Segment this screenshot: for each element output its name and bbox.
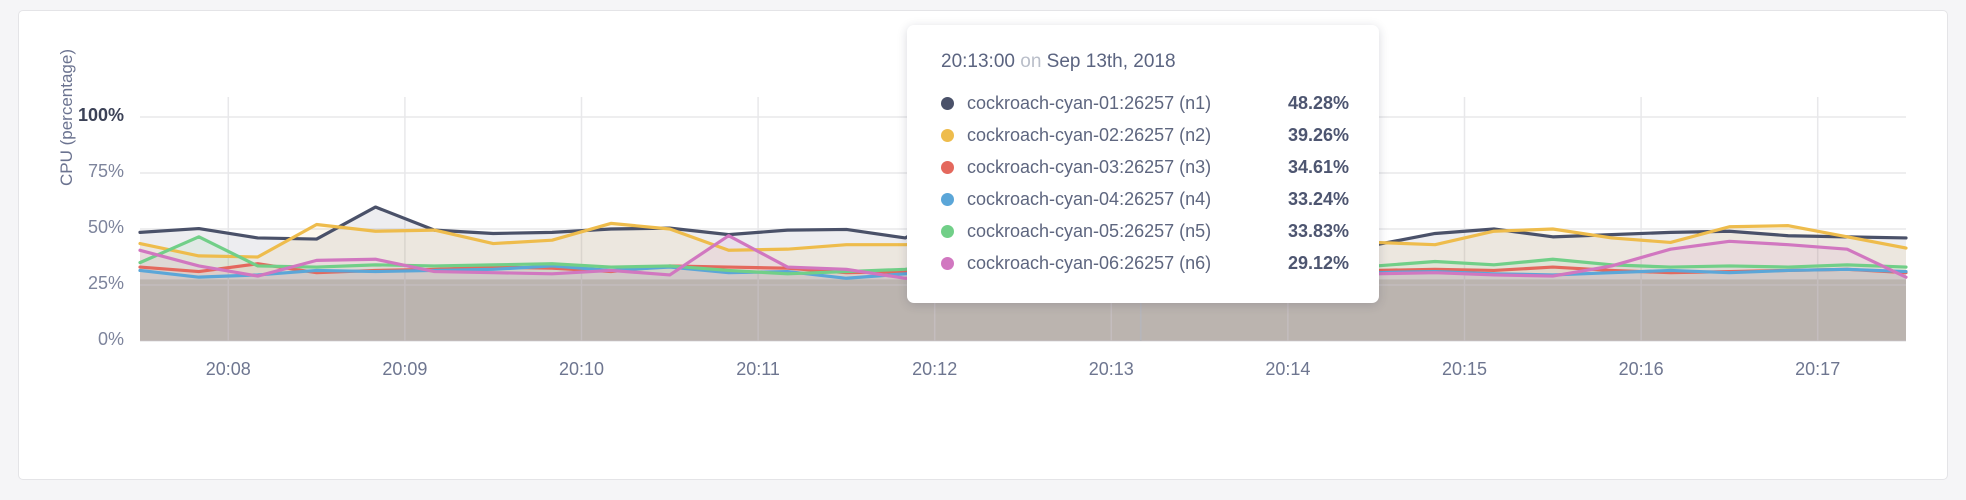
- tooltip-row: cockroach-cyan-02:26257 (n2) 39.26%: [941, 119, 1349, 151]
- tooltip-series-label: cockroach-cyan-04:26257 (n4): [967, 188, 1212, 209]
- x-axis-tick-label: 20:14: [1265, 359, 1311, 379]
- x-axis-tick-label: 20:09: [382, 359, 428, 379]
- x-axis-tick-label: 20:11: [736, 359, 780, 379]
- tooltip-series-list: cockroach-cyan-01:26257 (n1) 48.28% cockro…: [941, 87, 1349, 279]
- tooltip-series-label: cockroach-cyan-01:26257 (n1): [967, 92, 1212, 113]
- series-color-dot-icon: [941, 224, 954, 238]
- tooltip-series-value: 48.28%: [1287, 92, 1349, 113]
- tooltip-series-value: 34.61%: [1287, 156, 1349, 177]
- y-axis-tick-label: 75%: [87, 161, 124, 181]
- x-axis-tick-label: 20:15: [1441, 359, 1488, 379]
- tooltip-series-value: 39.26%: [1287, 124, 1349, 145]
- x-axis-tick-label: 20:12: [912, 359, 958, 379]
- series-color-dot-icon: [941, 192, 954, 206]
- tooltip-row: cockroach-cyan-05:26257 (n5) 33.83%: [941, 215, 1349, 247]
- tooltip-series-label: cockroach-cyan-06:26257 (n6): [967, 252, 1212, 273]
- series-color-dot-icon: [941, 256, 954, 270]
- tooltip-series-value: 33.24%: [1287, 188, 1349, 209]
- tooltip-series-label: cockroach-cyan-05:26257 (n5): [967, 220, 1212, 241]
- tooltip-timestamp: 20:13:00 on Sep 13th, 2018: [941, 51, 1349, 73]
- tooltip-time: 20:13:00: [941, 51, 1015, 72]
- series-color-dot-icon: [941, 128, 954, 142]
- y-axis-tick-label: 0%: [97, 329, 124, 349]
- series-color-dot-icon: [941, 160, 954, 174]
- tooltip-row: cockroach-cyan-01:26257 (n1) 48.28%: [941, 87, 1349, 119]
- tooltip-series-value: 33.83%: [1287, 220, 1349, 241]
- tooltip-series-label: cockroach-cyan-02:26257 (n2): [967, 124, 1212, 145]
- tooltip-row: cockroach-cyan-06:26257 (n6) 29.12%: [941, 247, 1349, 279]
- y-axis-tick-label: 100%: [77, 105, 124, 125]
- x-axis-tick-label: 20:10: [558, 359, 605, 379]
- series-color-dot-icon: [941, 96, 954, 110]
- tooltip-date: Sep 13th, 2018: [1046, 51, 1176, 72]
- x-axis-tick-label: 20:13: [1088, 359, 1134, 379]
- cpu-percent-graph-card: CPU Percent CPU (percentage) 0%25%50%75%…: [18, 10, 1948, 480]
- hover-tooltip: 20:13:00 on Sep 13th, 2018 cockroach-cya…: [907, 25, 1379, 303]
- tooltip-series-label: cockroach-cyan-03:26257 (n3): [967, 156, 1212, 177]
- tooltip-row: cockroach-cyan-04:26257 (n4) 33.24%: [941, 183, 1349, 215]
- tooltip-row: cockroach-cyan-03:26257 (n3) 34.61%: [941, 151, 1349, 183]
- tooltip-on-word: on: [1020, 51, 1042, 72]
- y-axis-tick-label: 50%: [87, 217, 124, 237]
- x-axis-tick-label: 20:08: [205, 359, 251, 379]
- x-axis-tick-label: 20:17: [1795, 359, 1841, 379]
- tooltip-series-value: 29.12%: [1287, 252, 1349, 273]
- x-axis-tick-label: 20:16: [1618, 359, 1664, 379]
- y-axis-tick-label: 25%: [87, 273, 124, 293]
